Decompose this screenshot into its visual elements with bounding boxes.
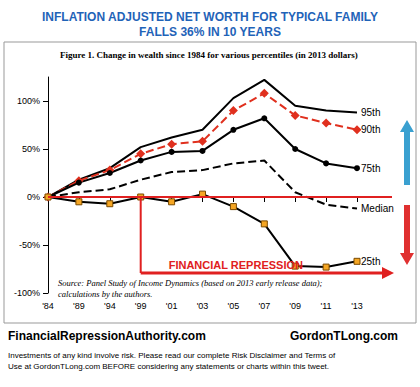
- svg-text:'11: '11: [321, 301, 332, 311]
- svg-text:'84: '84: [42, 301, 54, 311]
- svg-text:FALLS 36% IN 10 YEARS: FALLS 36% IN 10 YEARS: [139, 25, 281, 39]
- svg-text:'05: '05: [228, 301, 240, 311]
- svg-text:25th: 25th: [361, 256, 380, 267]
- svg-text:Figure 1. Change in wealth sin: Figure 1. Change in wealth since 1984 fo…: [60, 50, 358, 60]
- svg-text:90th: 90th: [361, 124, 380, 135]
- svg-text:FINANCIAL REPRESSION: FINANCIAL REPRESSION: [169, 259, 303, 271]
- svg-text:-50%: -50%: [19, 240, 40, 250]
- svg-text:Investments of any kind involv: Investments of any kind involve risk. Pl…: [8, 351, 336, 360]
- svg-text:75th: 75th: [361, 163, 380, 174]
- svg-text:'09: '09: [289, 301, 301, 311]
- svg-text:'13: '13: [351, 301, 363, 311]
- svg-text:'99: '99: [135, 301, 147, 311]
- svg-text:95th: 95th: [361, 107, 380, 118]
- svg-text:'01: '01: [166, 301, 178, 311]
- svg-text:-100%: -100%: [14, 288, 40, 298]
- svg-text:50%: 50%: [22, 144, 40, 154]
- svg-text:Median: Median: [361, 203, 394, 214]
- svg-text:FinancialRepressionAuthority.c: FinancialRepressionAuthority.com: [8, 329, 206, 343]
- svg-text:100%: 100%: [17, 96, 40, 106]
- svg-text:'94: '94: [104, 301, 116, 311]
- svg-text:'89: '89: [73, 301, 85, 311]
- svg-text:Use at GordonTLong.com BEFORE: Use at GordonTLong.com BEFORE considerin…: [8, 362, 329, 371]
- svg-text:INFLATION ADJUSTED NET WORTH F: INFLATION ADJUSTED NET WORTH FOR TYPICAL…: [42, 10, 378, 24]
- svg-text:'07: '07: [258, 301, 270, 311]
- svg-text:Source: Panel Study of Income: Source: Panel Study of Income Dynamics (…: [58, 278, 323, 288]
- svg-text:calculations by the authors.: calculations by the authors.: [58, 289, 152, 299]
- svg-text:'03: '03: [197, 301, 209, 311]
- svg-text:GordonTLong.com: GordonTLong.com: [290, 329, 398, 343]
- svg-text:0%: 0%: [27, 192, 40, 202]
